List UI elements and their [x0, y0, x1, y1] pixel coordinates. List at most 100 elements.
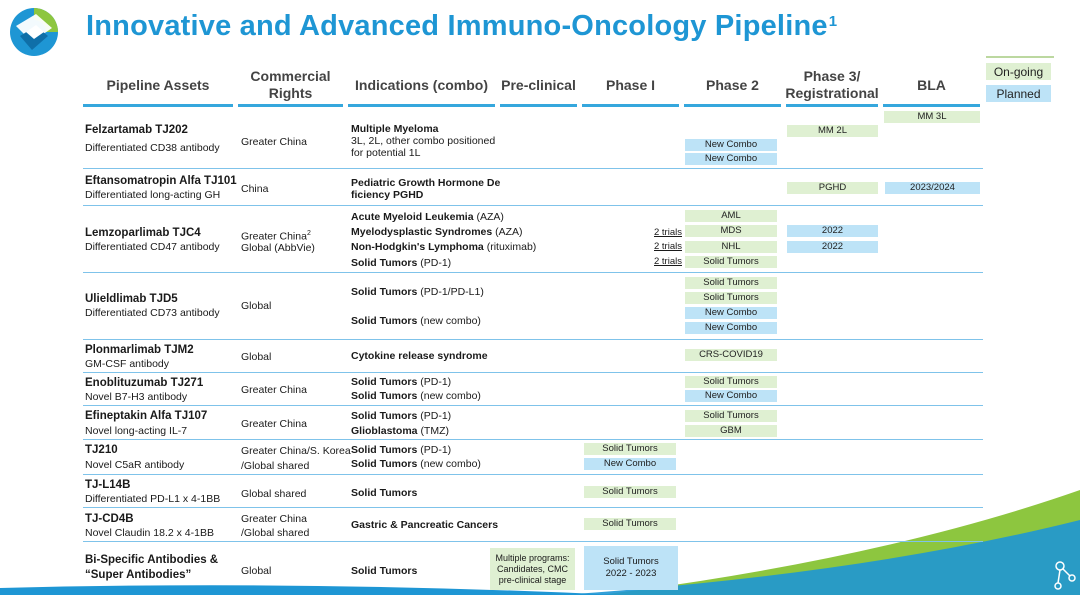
- legend-planned: Planned: [986, 85, 1051, 102]
- indication: Solid Tumors (new combo): [351, 458, 481, 470]
- indication: Solid Tumors: [351, 565, 418, 577]
- asset-name: TJ210: [85, 444, 118, 456]
- trials-link[interactable]: 2 trials: [654, 227, 682, 238]
- commercial-rights: /Global shared: [241, 527, 310, 539]
- asset-name-line2: “Super Antibodies”: [85, 569, 192, 581]
- legend-divider: [986, 56, 1054, 58]
- asset-description: Differentiated CD38 antibody: [85, 142, 220, 154]
- row-divider: [83, 541, 983, 542]
- row-divider: [83, 474, 983, 475]
- asset-name: TJ-L14B: [85, 479, 131, 491]
- phase1-bar: New Combo: [584, 458, 676, 470]
- indication: Acute Myeloid Leukemia (AZA): [351, 211, 504, 223]
- row-divider: [83, 405, 983, 406]
- asset-description: Novel Claudin 18.2 x 4-1BB: [85, 527, 214, 539]
- commercial-rights: China: [241, 183, 269, 195]
- indication: Solid Tumors: [351, 487, 418, 499]
- phase2-bar: MDS: [685, 225, 777, 237]
- asset-description: Novel long-acting IL-7: [85, 425, 188, 437]
- page-title: Innovative and Advanced Immuno-Oncology …: [86, 10, 838, 42]
- phase3-bar: PGHD: [787, 182, 878, 194]
- indication: Cytokine release syndrome: [351, 350, 488, 362]
- asset-description: GM-CSF antibody: [85, 358, 170, 370]
- commercial-rights: Global (AbbVie): [241, 242, 315, 254]
- asset-description: Novel C5aR antibody: [85, 459, 185, 471]
- commercial-rights: Global: [241, 351, 272, 363]
- commercial-rights: Greater China: [241, 513, 307, 525]
- header-indications: Indications (combo): [348, 66, 495, 107]
- header-phase2: Phase 2: [684, 66, 781, 107]
- trials-link[interactable]: 2 trials: [654, 241, 682, 252]
- commercial-rights: Greater China2: [241, 230, 311, 243]
- commercial-rights: Greater China/S. Korea: [241, 445, 351, 457]
- row-divider: [83, 205, 983, 206]
- asset-description: Differentiated CD73 antibody: [85, 307, 220, 319]
- asset-description: Differentiated long-acting GH: [85, 189, 221, 201]
- asset-name: Enoblituzumab TJ271: [85, 377, 204, 389]
- asset-name: Felzartamab TJ202: [85, 124, 188, 136]
- indication-note: 3L, 2L, other combo positioned: [351, 135, 496, 147]
- molecule-icon: [1054, 561, 1076, 590]
- indication: Solid Tumors (PD-1): [351, 257, 452, 269]
- bla-bar: 2023/2024: [885, 182, 980, 194]
- header-preclinical: Pre-clinical: [500, 66, 577, 107]
- company-logo: [10, 8, 58, 56]
- asset-name: Bi-Specific Antibodies &: [85, 554, 219, 566]
- indication: Solid Tumors (new combo): [351, 315, 481, 327]
- phase1-bar: Solid Tumors: [584, 518, 676, 530]
- phase1-bar: Solid Tumors: [584, 486, 676, 498]
- indication: Multiple Myeloma: [351, 123, 439, 135]
- indication: ficiency PGHD: [351, 189, 424, 201]
- phase3-bar: 2022: [787, 225, 878, 237]
- indication: Myelodysplastic Syndromes (AZA): [351, 226, 523, 238]
- indication: Glioblastoma (TMZ): [351, 425, 450, 437]
- asset-description: Novel B7-H3 antibody: [85, 391, 188, 403]
- legend-ongoing: On-going: [986, 63, 1051, 80]
- commercial-rights: Greater China: [241, 418, 307, 430]
- trials-link[interactable]: 2 trials: [654, 256, 682, 267]
- commercial-rights: Greater China: [241, 384, 307, 396]
- phase2-bar: Solid Tumors: [685, 292, 777, 304]
- phase2-bar: Solid Tumors: [685, 256, 777, 268]
- asset-name: Eftansomatropin Alfa TJ101: [85, 175, 237, 187]
- commercial-rights: Global: [241, 565, 272, 577]
- commercial-rights: Greater China: [241, 136, 307, 148]
- preclinical-bar: Multiple programs: Candidates, CMC pre-c…: [490, 548, 575, 590]
- row-divider: [83, 168, 983, 169]
- indication: Gastric & Pancreatic Cancers: [351, 519, 499, 531]
- asset-name: Efineptakin Alfa TJ107: [85, 410, 208, 422]
- phase2-bar: New Combo: [685, 307, 777, 319]
- row-divider: [83, 372, 983, 373]
- header-phase3: Phase 3/ Registrational: [785, 66, 879, 107]
- commercial-rights: /Global shared: [241, 460, 310, 472]
- phase2-bar: New Combo: [685, 139, 777, 151]
- indication: Solid Tumors (PD-1): [351, 376, 452, 388]
- commercial-rights: Global shared: [241, 488, 307, 500]
- row-divider: [83, 507, 983, 508]
- header-pipeline-assets: Pipeline Assets: [83, 66, 233, 107]
- indication: Pediatric Growth Hormone De: [351, 177, 501, 189]
- header-commercial-rights: Commercial Rights: [238, 66, 343, 107]
- phase2-bar: Solid Tumors: [685, 376, 777, 388]
- indication: Solid Tumors (new combo): [351, 390, 481, 402]
- row-divider: [83, 339, 983, 340]
- header-bla: BLA: [883, 66, 980, 107]
- asset-name: Lemzoparlimab TJC4: [85, 227, 201, 239]
- phase2-bar: Solid Tumors: [685, 277, 777, 289]
- row-divider: [83, 439, 983, 440]
- asset-name: Ulieldlimab TJD5: [85, 293, 178, 305]
- indication: Solid Tumors (PD-1): [351, 410, 452, 422]
- phase3-bar: MM 2L: [787, 125, 878, 137]
- phase2-bar: New Combo: [685, 153, 777, 165]
- header-phase1: Phase I: [582, 66, 679, 107]
- indication-note: for potential 1L: [351, 147, 421, 159]
- phase2-bar: NHL: [685, 241, 777, 253]
- phase2-bar: GBM: [685, 425, 777, 437]
- phase2-bar: CRS-COVID19: [685, 349, 777, 361]
- phase3-bar: 2022: [787, 241, 878, 253]
- row-divider: [83, 272, 983, 273]
- phase1-bar: Solid Tumors: [584, 443, 676, 455]
- indication: Solid Tumors (PD-1/PD-L1): [351, 286, 484, 298]
- asset-description: Differentiated PD-L1 x 4-1BB: [85, 493, 221, 505]
- asset-description: Differentiated CD47 antibody: [85, 241, 220, 253]
